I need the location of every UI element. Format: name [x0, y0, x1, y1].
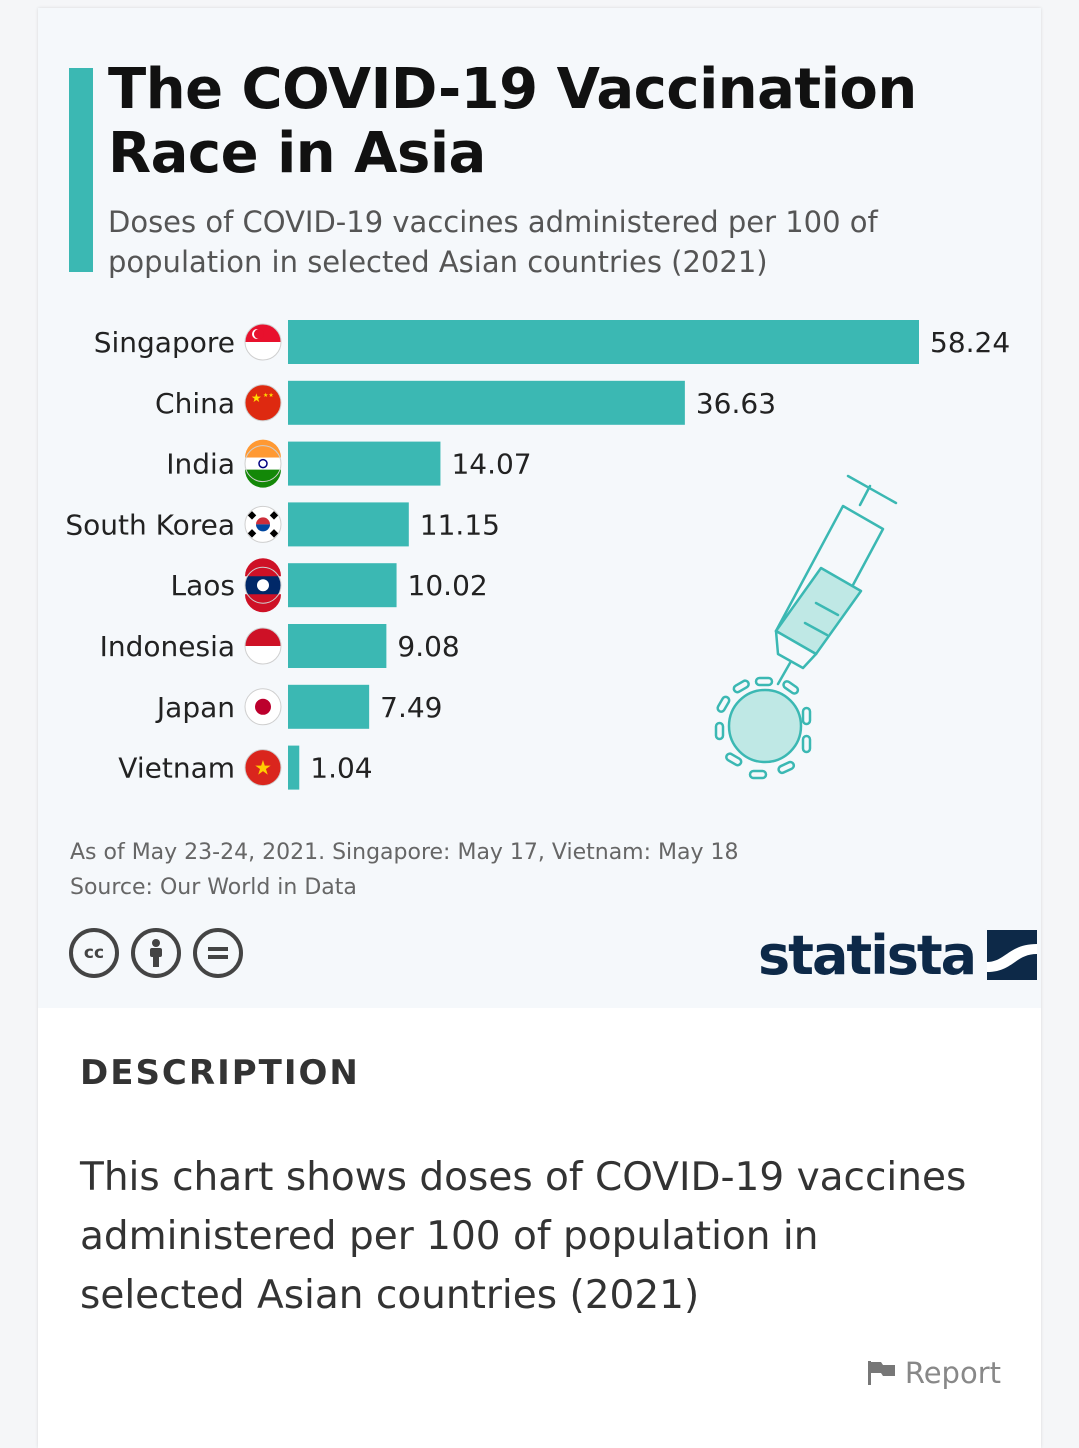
no-derivatives-icon[interactable]	[193, 928, 243, 978]
value-label: 9.08	[397, 630, 459, 663]
svg-text:★: ★	[254, 756, 272, 780]
license-icons: cc	[69, 928, 243, 978]
attribution-icon[interactable]	[131, 928, 181, 978]
bar	[288, 745, 300, 790]
svg-text:★: ★	[251, 391, 262, 405]
chart-subtitle: Doses of COVID-19 vaccines administered …	[108, 205, 878, 279]
value-label: 1.04	[310, 752, 372, 785]
value-label: 58.24	[930, 326, 1010, 359]
title-accent-bar	[69, 68, 93, 272]
chart-card: The COVID-19 Vaccination Race in Asia Do…	[38, 8, 1041, 1448]
laos-flag-icon	[244, 558, 282, 613]
value-label: 7.49	[380, 691, 442, 724]
category-label: Indonesia	[100, 630, 235, 663]
chart-source: Source: Our World in Data	[70, 875, 357, 900]
svg-text:★★: ★★	[263, 392, 274, 399]
description-text: This chart shows doses of COVID-19 vacci…	[80, 1155, 967, 1318]
bar	[288, 502, 409, 547]
value-label: 36.63	[696, 387, 776, 420]
japan-flag-icon	[244, 688, 282, 726]
bar	[288, 320, 919, 364]
category-label: Laos	[171, 569, 235, 602]
bar	[288, 441, 441, 486]
vietnam-flag-icon: ★	[244, 749, 282, 787]
value-label: 11.15	[420, 508, 500, 541]
category-label: India	[166, 448, 235, 481]
singapore-flag-icon	[244, 323, 282, 361]
category-label: Singapore	[94, 326, 235, 359]
chart-title: The COVID-19 Vaccination Race in Asia	[108, 57, 917, 186]
category-label: China	[155, 387, 235, 420]
south-korea-flag-icon	[244, 505, 282, 543]
cc-icon[interactable]: cc	[69, 928, 119, 978]
syringe-virus-icon	[714, 474, 898, 780]
bar	[288, 624, 387, 668]
report-link[interactable]: Report	[867, 1356, 1001, 1390]
india-flag-icon	[244, 439, 282, 488]
china-flag-icon: ★ ★★	[244, 384, 282, 422]
infographic: The COVID-19 Vaccination Race in Asia Do…	[38, 8, 1041, 1008]
category-label: Japan	[155, 691, 235, 724]
chart-footnote: As of May 23-24, 2021. Singapore: May 17…	[70, 840, 739, 865]
indonesia-flag-icon	[244, 627, 282, 665]
category-label: Vietnam	[118, 752, 235, 785]
value-label: 10.02	[408, 569, 488, 602]
description-heading: DESCRIPTION	[80, 1053, 360, 1093]
value-label: 14.07	[451, 448, 531, 481]
statista-logo[interactable]: statista	[758, 920, 1038, 990]
flag-icon	[867, 1361, 895, 1385]
bar	[288, 563, 397, 608]
statista-mark-icon	[987, 930, 1038, 980]
bar	[288, 380, 685, 425]
category-label: South Korea	[65, 508, 235, 541]
bar	[288, 684, 370, 729]
